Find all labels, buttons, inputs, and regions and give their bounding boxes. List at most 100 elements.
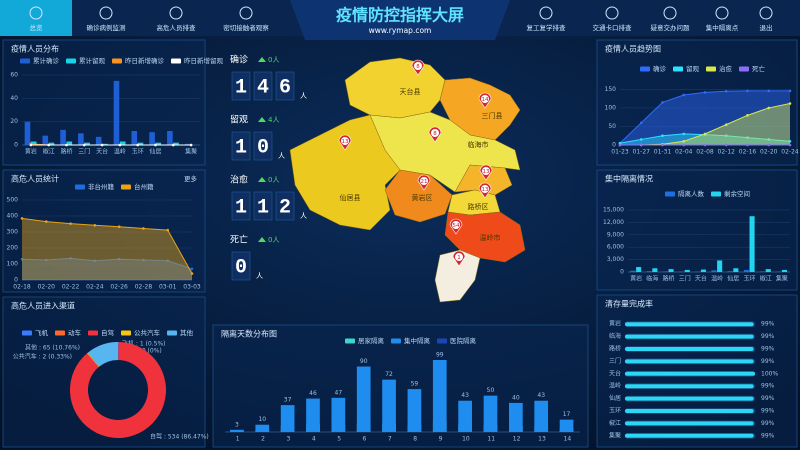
progress-bar [625, 421, 754, 426]
active-tab[interactable] [0, 0, 72, 36]
legend-label: 隔离人数 [678, 189, 705, 198]
point [93, 223, 97, 227]
panel-title: 高危人员进入渠道 [11, 301, 75, 311]
y-tick-label: 400 [7, 213, 19, 220]
x-tick-label: 临海 [646, 275, 658, 283]
stat-value: 0 [235, 256, 257, 279]
progress-bar [625, 409, 754, 413]
x-tick-label: 10 [462, 436, 470, 443]
value-label: 99% [761, 346, 775, 353]
point [703, 132, 707, 136]
nav-item[interactable]: 确诊病例监测 [87, 23, 127, 32]
map-region[interactable] [434, 249, 481, 303]
row-label: 天台 [609, 369, 621, 377]
map-region[interactable] [384, 169, 453, 223]
bar [155, 142, 162, 145]
x-tick-label: 玉环 [132, 149, 144, 156]
slice-label: 自驾 : 534 (86.47%) [150, 433, 209, 441]
map-region[interactable] [444, 211, 526, 263]
region-label: 黄岩区 [412, 193, 433, 202]
point [618, 141, 622, 145]
point [746, 89, 749, 93]
panel-title: 疫情人员趋势图 [605, 44, 661, 54]
nav-item[interactable]: 集中隔离点 [706, 23, 739, 32]
x-tick-label: 02-20 [38, 284, 56, 291]
value-label: 99% [761, 321, 775, 328]
bar [630, 270, 636, 272]
y-tick-label: 20 [10, 118, 18, 125]
point [118, 143, 122, 147]
point [682, 93, 686, 97]
x-tick-label: 02-28 [135, 284, 153, 291]
panel-title: 清存量完成率 [605, 299, 653, 309]
nav-item[interactable]: 密切接触者观察 [223, 23, 269, 32]
nav-item[interactable]: 交通卡口排查 [593, 23, 633, 32]
bar [652, 268, 658, 272]
nav-icon [169, 6, 183, 20]
pie-slice [87, 342, 118, 367]
row-label: 椒江 [609, 419, 621, 427]
bar [30, 141, 37, 145]
legend-swatch [167, 330, 177, 336]
bar [711, 270, 717, 272]
bar [255, 424, 270, 432]
nav-item[interactable]: 退出 [760, 23, 773, 32]
point [142, 227, 145, 230]
y-tick-label: 100 [7, 261, 19, 268]
region-label: 路桥区 [468, 202, 489, 211]
legend-label: 集中隔离 [404, 336, 431, 345]
legend-label: 治愈 [719, 64, 733, 73]
area [22, 258, 192, 280]
x-tick-label: 路桥 [60, 148, 72, 156]
x-tick-label: 天台 [695, 275, 707, 283]
bar [78, 133, 84, 145]
nav-icon [663, 6, 677, 20]
point [767, 138, 771, 141]
x-tick-label: 11 [487, 436, 495, 443]
x-tick-label: 02-18 [13, 284, 31, 291]
data-label: 40 [512, 394, 520, 401]
bar [727, 271, 733, 272]
point [100, 143, 104, 147]
pin-value: 8 [416, 64, 420, 70]
x-tick-label: 03-03 [183, 284, 201, 291]
pin-center [431, 129, 439, 137]
bar [306, 398, 320, 432]
legend-label: 剩余空间 [724, 189, 750, 198]
nav-item[interactable]: 疑意交办问题 [651, 23, 691, 32]
point [189, 143, 193, 147]
slice-label: 公共汽车 : 2 (0.33%) [13, 353, 72, 361]
digit-box [231, 251, 251, 281]
map-region[interactable] [439, 77, 521, 141]
x-tick-label: 黄岩 [630, 275, 642, 283]
row-label: 路桥 [609, 345, 621, 353]
nav-item[interactable]: 复工复学排查 [527, 23, 567, 32]
more-link[interactable]: 更多 [184, 174, 198, 183]
y-tick-label: 50 [608, 123, 616, 130]
point [618, 143, 622, 147]
x-tick-label: 温岭 [114, 148, 126, 156]
map-region[interactable] [289, 114, 401, 231]
stat-label: 死亡 [230, 234, 248, 246]
pin-value: 54 [453, 223, 460, 229]
x-tick-label: 02-24 [86, 284, 104, 291]
y-tick-label: 15,000 [603, 207, 624, 214]
data-label: 59 [411, 381, 419, 388]
bar [131, 131, 138, 145]
digit-box [253, 191, 273, 221]
y-tick-label: 0 [620, 269, 624, 276]
nav-item[interactable]: 总览 [30, 23, 44, 32]
row-label: 黄岩 [609, 320, 621, 328]
bar [84, 142, 90, 145]
point [639, 121, 643, 125]
bar [483, 395, 498, 432]
nav-icon [605, 6, 619, 20]
progress-bar [625, 347, 754, 351]
region-label: 三门县 [482, 111, 503, 120]
nav-item[interactable]: 高危人员排查 [157, 23, 197, 32]
legend-label: 飞机 [35, 328, 49, 337]
y-tick-label: 12,000 [603, 219, 624, 226]
change-arrow [258, 177, 266, 182]
bar [407, 389, 422, 432]
